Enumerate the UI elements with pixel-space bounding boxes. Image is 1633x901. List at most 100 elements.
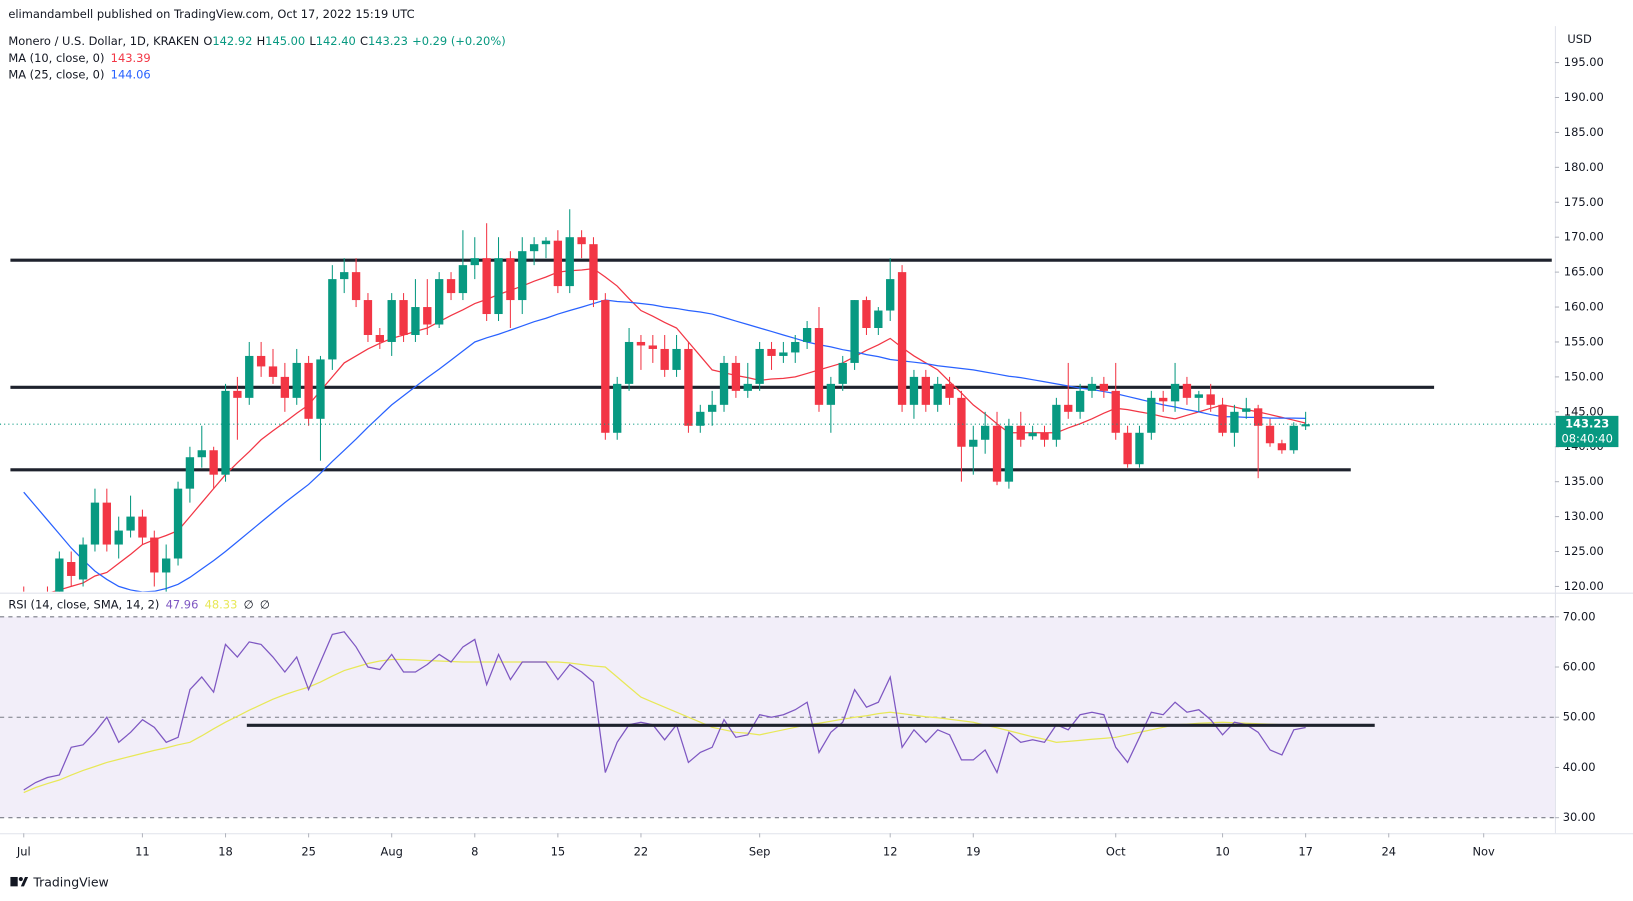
candle-body bbox=[470, 258, 479, 266]
y-tick-label: 40.00 bbox=[1563, 760, 1596, 774]
candle-body bbox=[779, 352, 788, 356]
candle-body bbox=[150, 537, 159, 573]
candle-body bbox=[672, 348, 681, 370]
x-tick-label: 17 bbox=[1298, 844, 1313, 858]
x-tick-label: Sep bbox=[749, 844, 771, 858]
currency-label: USD bbox=[1567, 32, 1592, 46]
candle-body bbox=[719, 362, 729, 405]
candle-body bbox=[1159, 397, 1168, 402]
candle-body bbox=[1004, 425, 1014, 482]
candle-body bbox=[506, 258, 515, 301]
x-tick-label: 10 bbox=[1215, 844, 1230, 858]
symbol-name: Monero / U.S. Dollar, 1D, KRAKEN bbox=[8, 34, 199, 48]
legend-value: 47.96 bbox=[166, 598, 199, 612]
candle-body bbox=[114, 530, 123, 545]
legend-extra: ∅ bbox=[260, 598, 270, 612]
candle-body bbox=[90, 502, 100, 545]
x-tick-label: Oct bbox=[1106, 844, 1126, 858]
candle-body bbox=[814, 328, 824, 405]
y-tick-label: 60.00 bbox=[1563, 660, 1596, 674]
candle-body bbox=[1147, 397, 1156, 433]
y-tick-label: 50.00 bbox=[1563, 710, 1596, 724]
candle-body bbox=[767, 348, 776, 356]
legend-value: 48.33 bbox=[205, 598, 238, 612]
y-tick-label: 155.00 bbox=[1564, 334, 1604, 348]
candle-body bbox=[1111, 390, 1120, 433]
y-tick-label: 150.00 bbox=[1564, 369, 1604, 383]
candle-body bbox=[1277, 443, 1287, 451]
countdown-label: 08:40:40 bbox=[1561, 431, 1612, 445]
x-tick-label: 25 bbox=[301, 844, 316, 858]
candle-body bbox=[945, 383, 954, 398]
y-tick-label: 135.00 bbox=[1564, 474, 1604, 488]
candle-body bbox=[328, 279, 337, 360]
candle-body bbox=[399, 300, 408, 335]
candle-body bbox=[874, 310, 883, 329]
candle-body bbox=[743, 383, 752, 391]
candle-body bbox=[1194, 394, 1203, 398]
x-tick-label: 22 bbox=[634, 844, 649, 858]
x-tick-label: 11 bbox=[135, 844, 150, 858]
legend-value: 144.06 bbox=[111, 68, 151, 82]
x-tick-label: 18 bbox=[218, 844, 233, 858]
candle-body bbox=[862, 300, 871, 329]
candle-body bbox=[541, 240, 551, 245]
candle-body bbox=[565, 237, 574, 287]
y-tick-label: 130.00 bbox=[1564, 509, 1604, 523]
y-tick-label: 170.00 bbox=[1564, 230, 1604, 244]
candle-body bbox=[482, 258, 491, 315]
candle-body bbox=[886, 279, 895, 311]
candle-body bbox=[826, 383, 836, 405]
candle-body bbox=[707, 404, 717, 412]
x-tick-label: 12 bbox=[883, 844, 898, 858]
y-tick-label: 195.00 bbox=[1564, 55, 1604, 69]
y-tick-label: 160.00 bbox=[1564, 300, 1604, 314]
candle-body bbox=[1301, 424, 1310, 427]
candle-body bbox=[755, 348, 764, 384]
candle-body bbox=[458, 265, 468, 294]
candle-body bbox=[731, 362, 741, 391]
candle-body bbox=[1087, 383, 1097, 391]
candle-body bbox=[518, 251, 527, 301]
moving-average-line bbox=[51, 268, 1306, 592]
candle-body bbox=[280, 376, 290, 398]
candle-body bbox=[233, 390, 242, 398]
x-tick-label: Aug bbox=[381, 844, 403, 858]
candle-body bbox=[1123, 432, 1132, 465]
candle-body bbox=[624, 341, 634, 384]
candle-body bbox=[435, 279, 444, 325]
candle-body bbox=[553, 240, 563, 287]
candle-body bbox=[494, 258, 503, 315]
candle-body bbox=[980, 425, 990, 440]
y-tick-label: 70.00 bbox=[1563, 609, 1596, 623]
y-tick-label: 185.00 bbox=[1564, 125, 1604, 139]
candle-body bbox=[1135, 432, 1144, 465]
candle-body bbox=[292, 362, 301, 398]
ohlc-value: 142.40 bbox=[316, 34, 356, 48]
ohlc-value: 142.92 bbox=[212, 34, 252, 48]
x-tick-label: 19 bbox=[966, 844, 981, 858]
candle-body bbox=[304, 362, 313, 419]
candle-body bbox=[197, 450, 206, 458]
candle-body bbox=[209, 450, 218, 475]
y-tick-label: 180.00 bbox=[1564, 160, 1604, 174]
candle-body bbox=[363, 300, 373, 335]
candle-body bbox=[1242, 408, 1251, 412]
x-tick-label: Nov bbox=[1473, 844, 1496, 858]
candle-body bbox=[1064, 404, 1073, 412]
candle-body bbox=[78, 544, 88, 580]
change-value: +0.29 (+0.20%) bbox=[412, 34, 506, 48]
candle-body bbox=[173, 488, 183, 559]
y-tick-label: 120.00 bbox=[1564, 579, 1604, 593]
candle-body bbox=[969, 439, 978, 447]
x-tick-label: 15 bbox=[551, 844, 566, 858]
candle-body bbox=[1182, 383, 1192, 398]
candle-body bbox=[1016, 425, 1025, 440]
ohlc-value: 145.00 bbox=[265, 34, 305, 48]
candle-body bbox=[577, 237, 586, 245]
y-tick-label: 190.00 bbox=[1564, 90, 1604, 104]
candle-body bbox=[423, 307, 432, 325]
